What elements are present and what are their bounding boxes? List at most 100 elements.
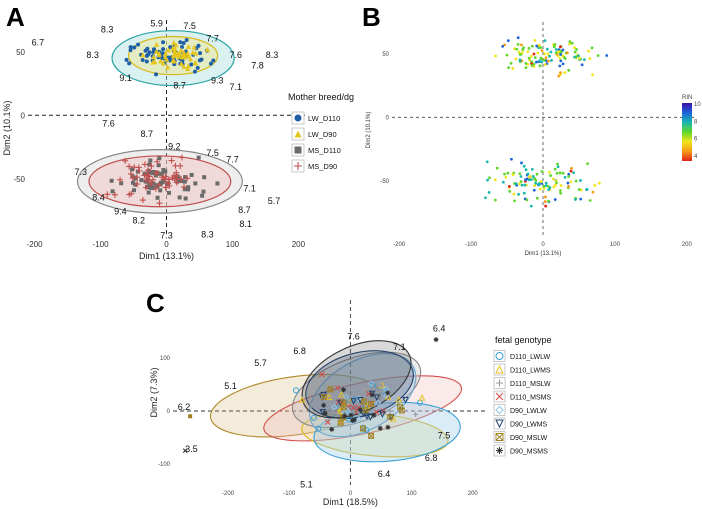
legend-marker-d110-lwms [495, 364, 504, 374]
rin-annotation: 8.2 [133, 215, 146, 225]
rin-annotation: 8.7 [173, 81, 186, 91]
point-lw-d110 [199, 57, 204, 62]
point-ms-d90 [142, 177, 149, 184]
rin-annotation: 7.5 [183, 21, 196, 31]
rin-point [552, 185, 556, 189]
point-d90-mslw [320, 394, 327, 400]
point-lw-d110 [140, 57, 145, 62]
colorbar-tick-label: 10 [694, 102, 701, 108]
rin-point [531, 175, 535, 178]
rin-point [539, 46, 542, 49]
colorbar-tick-label: 6 [694, 137, 698, 143]
x-tick-label: -100 [465, 242, 478, 248]
point-d90-msms [342, 413, 348, 419]
point-ms-d90 [126, 191, 133, 198]
rin-point [543, 63, 547, 67]
rin-point [537, 183, 541, 187]
rin-point [511, 66, 515, 70]
legend-title: fetal genotype [495, 335, 552, 345]
rin-point [543, 39, 547, 43]
rin-point [543, 58, 546, 62]
rin-point [544, 195, 547, 199]
rin-point [504, 175, 508, 179]
legend-label-d90-lwms: D90_LWMS [510, 422, 548, 429]
rin-point [535, 196, 539, 200]
point-ms-d110 [119, 181, 124, 186]
rin-point [565, 51, 569, 55]
point-d90-lwlw [330, 403, 338, 411]
point-ms-d90 [168, 157, 175, 164]
x-tick-label: 200 [292, 240, 306, 249]
rin-point [530, 168, 534, 171]
rin-point [534, 179, 538, 182]
rin-point [494, 54, 497, 58]
point-ms-d110 [186, 187, 191, 192]
rin-point [568, 40, 572, 44]
rin-point [551, 177, 555, 181]
point-ms-d90 [122, 157, 129, 164]
rin-point [547, 199, 550, 203]
rin-point [574, 198, 577, 201]
point-d90-lwms [402, 396, 409, 404]
point-lw-d90 [153, 48, 159, 54]
point-ms-d110 [150, 185, 155, 190]
rin-point [538, 64, 542, 68]
rin-point [574, 179, 578, 183]
y-tick-label: 0 [167, 409, 171, 415]
point-lw-d110 [189, 62, 194, 67]
point-ms-d90 [153, 170, 160, 177]
point-d90-msms [371, 412, 377, 418]
rin-point [513, 199, 516, 203]
legend-key-d90-lwlw [493, 404, 506, 416]
point-ms-d90 [162, 184, 169, 191]
rin-point [547, 59, 550, 63]
point-lw-d110 [124, 57, 129, 62]
rin-point [535, 172, 539, 176]
point-lw-d110 [208, 61, 213, 66]
point-d90-mslw [398, 407, 405, 414]
rin-annotation: 7.6 [102, 119, 115, 129]
rin-annotation: 8.7 [140, 129, 153, 139]
point-lw-d110 [168, 45, 173, 50]
point-ms-d90 [154, 158, 161, 165]
rin-point [561, 171, 565, 175]
x-tick-label: -200 [27, 240, 44, 249]
point-lw-d110 [136, 42, 141, 47]
point-ms-d110 [215, 181, 220, 186]
rin-point [515, 47, 519, 51]
x-tick-label: 200 [682, 242, 693, 248]
rin-annotation: 6.8 [425, 453, 438, 463]
point-ms-d90 [148, 163, 155, 170]
x-tick-label: -100 [93, 240, 110, 249]
point-ms-d90 [141, 161, 148, 168]
point-ms-d110 [133, 176, 138, 181]
rin-point [552, 45, 556, 49]
rin-point [557, 50, 560, 54]
point-d110-mslw [334, 411, 340, 417]
point-ms-d90 [152, 185, 159, 192]
rin-point [486, 178, 489, 182]
rin-annotation: 5.1 [300, 480, 313, 490]
point-ms-d110 [202, 175, 207, 180]
rin-annotation: 5.7 [254, 358, 267, 368]
rin-point [530, 178, 533, 182]
rin-point [554, 48, 558, 51]
rin-annotation: 7.5 [206, 148, 219, 158]
rin-point [539, 180, 543, 183]
point-ms-d90 [166, 183, 173, 190]
rin-annotation: 6.7 [32, 37, 45, 47]
rin-point [563, 71, 567, 75]
rin-point [533, 39, 537, 42]
rin-point [517, 50, 521, 54]
rin-point [542, 185, 546, 188]
point-lw-d90 [178, 60, 184, 66]
y-tick-label: 0 [21, 111, 26, 120]
point-ms-d90 [146, 177, 153, 184]
rin-point [573, 50, 577, 54]
legend-marker-ms-d110 [294, 146, 302, 154]
point-ms-d90 [149, 176, 156, 183]
point-d90-msms [340, 387, 346, 393]
point-ms-d110 [145, 177, 150, 182]
point-ms-d90 [156, 200, 163, 207]
point-ms-d110 [186, 185, 191, 190]
